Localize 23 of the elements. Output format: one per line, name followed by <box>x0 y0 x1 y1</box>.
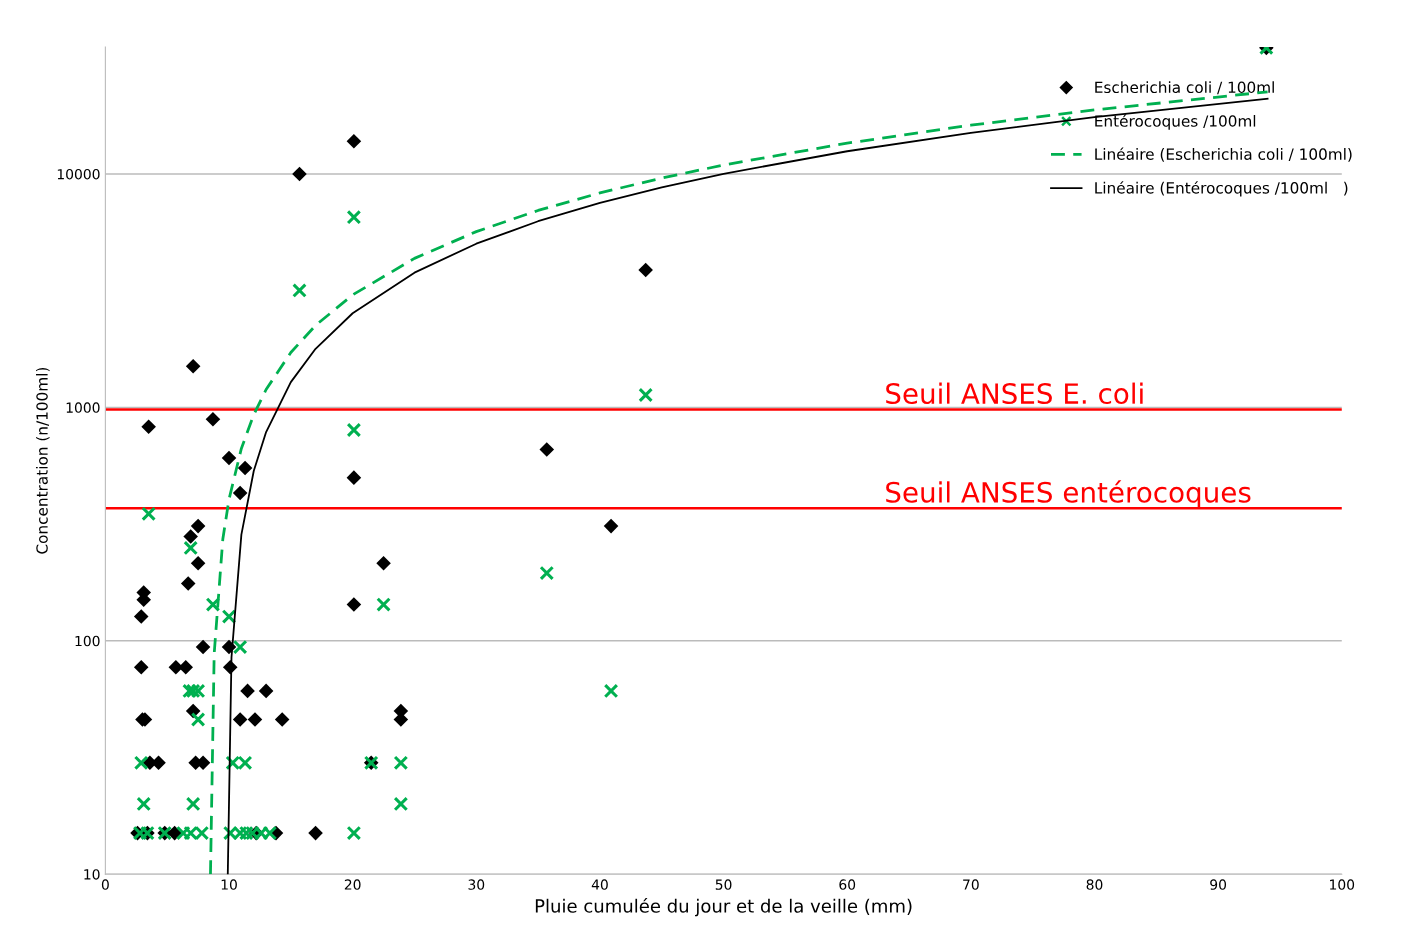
legend-label: Escherichia coli / 100ml <box>1095 81 1274 95</box>
y-tick-label: 100 <box>75 635 100 647</box>
x-tick-label: 70 <box>963 879 979 890</box>
x-tick-label: 10 <box>221 879 237 890</box>
x-tick-label: 50 <box>715 879 732 890</box>
y-axis-title: Concentration (n/100ml) <box>35 367 50 554</box>
x-tick-label: 100 <box>1330 879 1355 890</box>
x-tick-label: 80 <box>1086 879 1103 890</box>
ref-line-label: Seuil ANSES E. coli <box>886 382 1143 405</box>
x-tick-label: 60 <box>839 879 856 890</box>
legend-label: Entérocoques /100ml <box>1095 114 1256 130</box>
legend-label: Linéaire (Entérocoques /100ml ) <box>1095 181 1348 197</box>
x-tick-label: 90 <box>1210 879 1227 890</box>
y-tick-label: 10 <box>84 869 100 880</box>
legend-label: Linéaire (Escherichia coli / 100ml) <box>1095 147 1352 162</box>
x-tick-label: 30 <box>468 879 485 890</box>
y-tick-label: 10000 <box>57 168 100 180</box>
x-tick-label: 40 <box>591 879 608 890</box>
x-tick-label: 20 <box>344 879 361 890</box>
x-tick-label: 0 <box>101 879 109 890</box>
y-tick-label: 1000 <box>66 402 100 413</box>
ref-line-label: Seuil ANSES entérocoques <box>886 480 1251 509</box>
x-axis-title: Pluie cumulée du jour et de la veille (mm) <box>535 898 912 917</box>
